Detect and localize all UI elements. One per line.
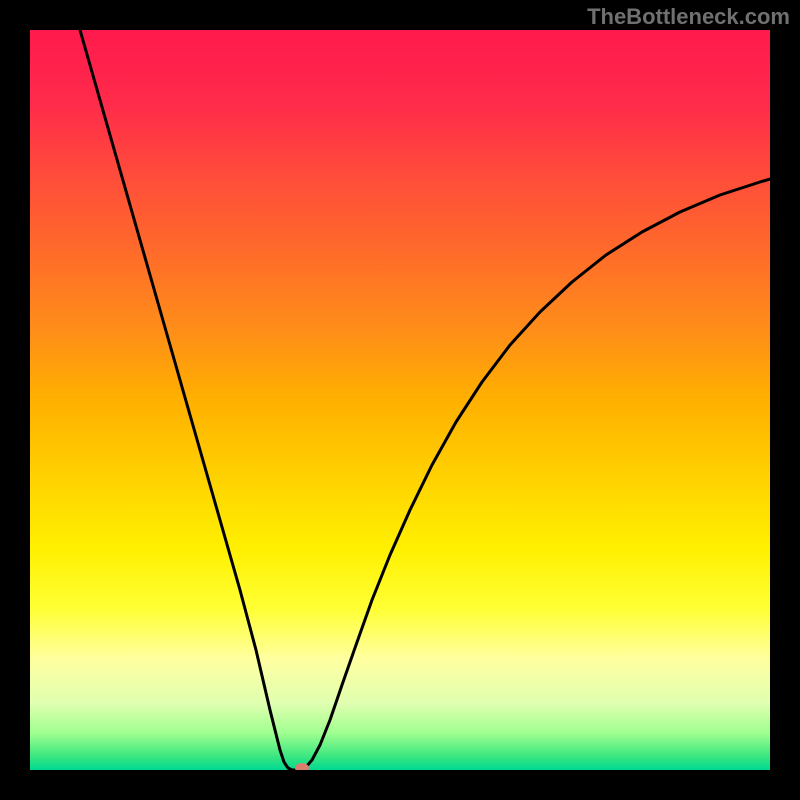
plot-area (30, 30, 770, 770)
plot-background (30, 30, 770, 770)
chart-container: TheBottleneck.com (0, 0, 800, 800)
attribution-label: TheBottleneck.com (587, 4, 790, 30)
